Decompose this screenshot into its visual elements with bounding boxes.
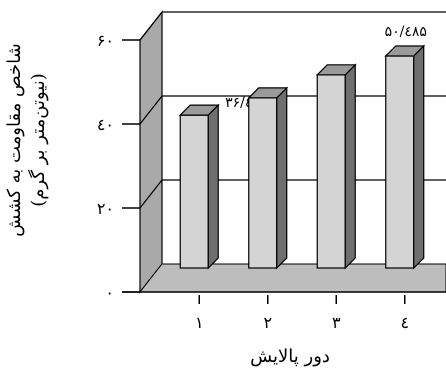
y-tick-label: ۰: [105, 283, 114, 302]
y-axis-title-line2: (نیوتن‌متر بر گرم): [27, 73, 49, 207]
bar-top: [315, 64, 357, 76]
bar-front: [248, 97, 278, 269]
x-tick-label: ٤: [400, 313, 409, 332]
x-tick-label: ۲: [263, 313, 272, 332]
bar-side: [344, 63, 356, 270]
x-tick-label: ۱: [195, 313, 204, 332]
y-tick-label: ٤۰: [97, 115, 114, 134]
y-tick-label: ۶۰: [97, 31, 114, 50]
bar-side: [413, 44, 425, 270]
x-axis-title: دور پالایش: [250, 346, 330, 367]
bar-top: [247, 87, 289, 99]
x-tick-label: ۳: [332, 313, 341, 332]
bar-side: [276, 86, 288, 270]
bar-top: [178, 104, 220, 116]
bar-front: [316, 74, 346, 269]
bar-top: [384, 45, 426, 57]
gridline-depth: [139, 11, 163, 41]
bar-side: [207, 103, 219, 270]
bar-front: [179, 114, 209, 269]
gridline-depth: [139, 95, 163, 125]
data-label: ۵۰/٤۸۵: [385, 24, 427, 40]
gridline-depth: [139, 179, 163, 209]
bar-front: [385, 55, 415, 269]
y-axis-title-line1: شاخص مقاومت به کشش: [4, 43, 25, 236]
back-wall: [139, 10, 163, 294]
y-tick-label: ۲۰: [97, 199, 114, 218]
